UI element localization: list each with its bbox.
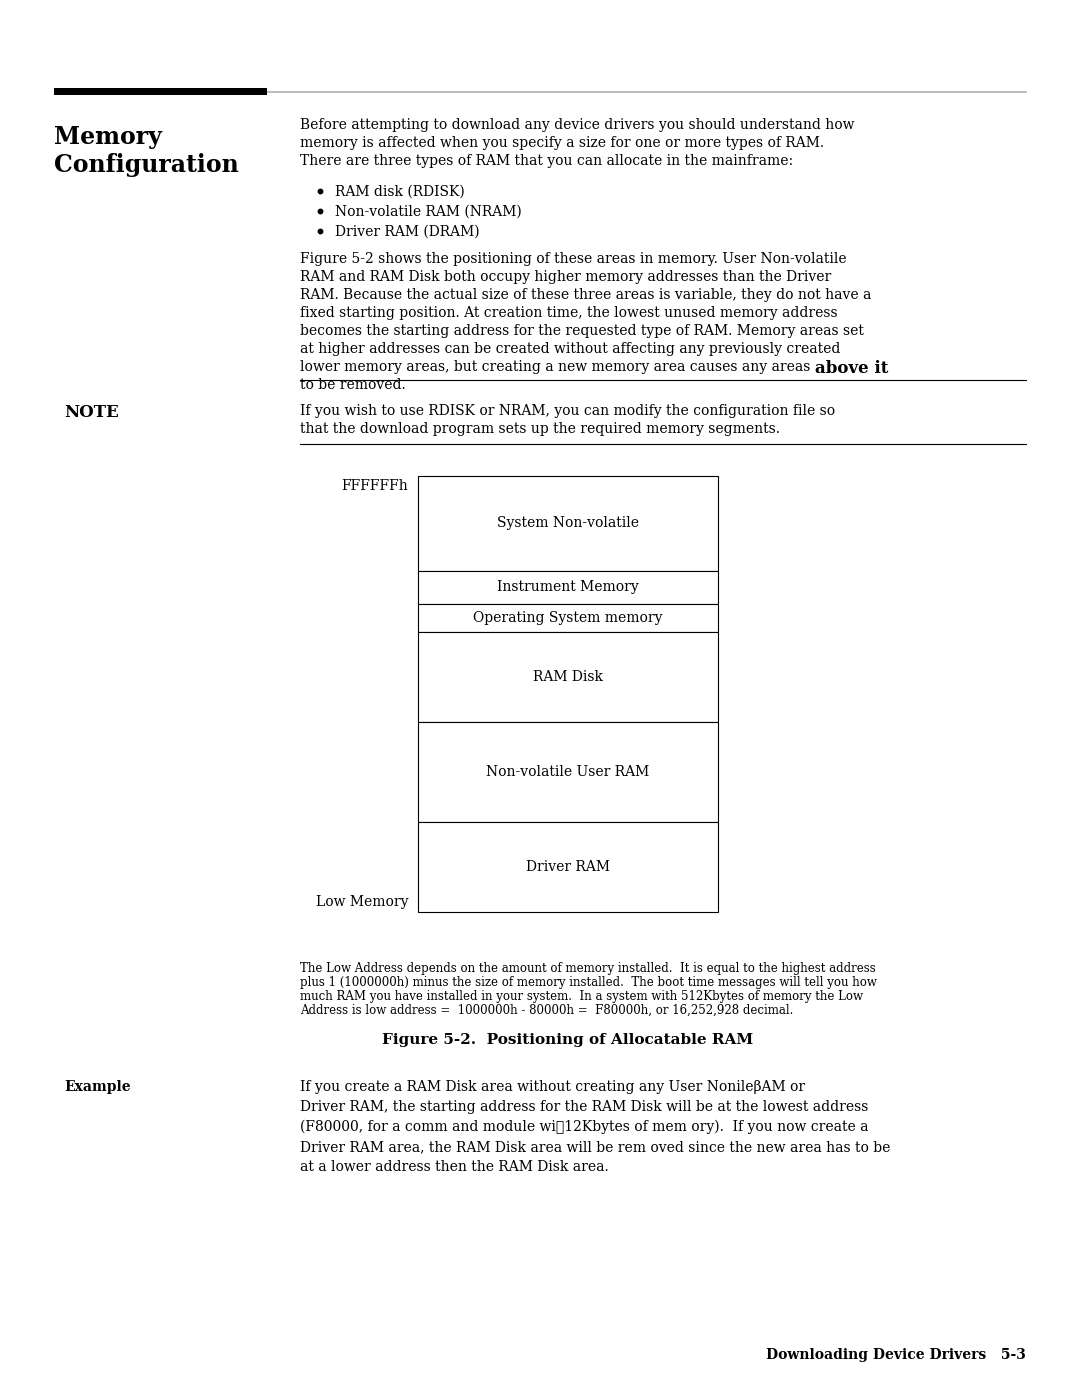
Text: becomes the starting address for the requested type of RAM. Memory areas set: becomes the starting address for the req… xyxy=(300,324,864,338)
Text: Operating System memory: Operating System memory xyxy=(473,610,663,624)
Bar xyxy=(418,604,718,631)
Text: Instrument Memory: Instrument Memory xyxy=(497,581,639,595)
Text: memory is affected when you specify a size for one or more types of RAM.: memory is affected when you specify a si… xyxy=(300,136,824,149)
Text: RAM Disk: RAM Disk xyxy=(534,671,603,685)
Text: Before attempting to download any device drivers you should understand how: Before attempting to download any device… xyxy=(300,117,854,131)
Text: FFFFFFh: FFFFFFh xyxy=(341,479,408,493)
Text: Driver RAM: Driver RAM xyxy=(526,861,610,875)
Text: Low Memory: Low Memory xyxy=(315,895,408,909)
Text: to be removed.: to be removed. xyxy=(300,379,406,393)
Text: Figure 5-2.  Positioning of Allocatable RAM: Figure 5-2. Positioning of Allocatable R… xyxy=(382,1032,754,1046)
Text: Configuration: Configuration xyxy=(54,154,239,177)
Text: RAM disk (RDISK): RAM disk (RDISK) xyxy=(335,184,464,198)
Text: Figure 5-2 shows the positioning of these areas in memory. User Non-volatile: Figure 5-2 shows the positioning of thes… xyxy=(300,251,847,265)
Bar xyxy=(418,631,718,722)
Text: If you wish to use RDISK or NRAM, you can modify the configuration file so: If you wish to use RDISK or NRAM, you ca… xyxy=(300,404,835,418)
Text: lower memory areas, but creating a new memory area causes any areas: lower memory areas, but creating a new m… xyxy=(300,360,814,374)
Text: Driver RAM (DRAM): Driver RAM (DRAM) xyxy=(335,225,480,239)
Text: If you create a RAM Disk area without creating any User NonileβAM or: If you create a RAM Disk area without cr… xyxy=(300,1080,805,1094)
Bar xyxy=(418,476,718,571)
Text: RAM. Because the actual size of these three areas is variable, they do not have : RAM. Because the actual size of these th… xyxy=(300,288,872,302)
Text: System Non-volatile: System Non-volatile xyxy=(497,517,639,531)
Text: Address is low address =  1000000h - 80000h =  F80000h, or 16,252,928 decimal.: Address is low address = 1000000h - 8000… xyxy=(300,1004,794,1017)
Text: much RAM you have installed in your system.  In a system with 512Kbytes of memor: much RAM you have installed in your syst… xyxy=(300,990,863,1003)
Bar xyxy=(418,821,718,912)
Text: NOTE: NOTE xyxy=(64,404,119,420)
Text: There are three types of RAM that you can allocate in the mainframe:: There are three types of RAM that you ca… xyxy=(300,154,793,168)
Text: fixed starting position. At creation time, the lowest unused memory address: fixed starting position. At creation tim… xyxy=(300,306,838,320)
Text: plus 1 (1000000h) minus the size of memory installed.  The boot time messages wi: plus 1 (1000000h) minus the size of memo… xyxy=(300,977,877,989)
Bar xyxy=(54,88,267,95)
Bar xyxy=(418,722,718,821)
Text: at a lower address then the RAM Disk area.: at a lower address then the RAM Disk are… xyxy=(300,1160,609,1173)
Text: Driver RAM area, the RAM Disk area will be rem oved since the new area has to be: Driver RAM area, the RAM Disk area will … xyxy=(300,1140,890,1154)
Text: RAM and RAM Disk both occupy higher memory addresses than the Driver: RAM and RAM Disk both occupy higher memo… xyxy=(300,270,832,284)
Text: Example: Example xyxy=(64,1080,131,1094)
Text: Non-volatile RAM (NRAM): Non-volatile RAM (NRAM) xyxy=(335,205,522,219)
Text: Driver RAM, the starting address for the RAM Disk will be at the lowest address: Driver RAM, the starting address for the… xyxy=(300,1099,868,1113)
Text: Non-volatile User RAM: Non-volatile User RAM xyxy=(486,766,650,780)
Text: (F80000, for a comm and module wiԗ12Kbytes of mem ory).  If you now create a: (F80000, for a comm and module wiԗ12Kbyt… xyxy=(300,1120,868,1134)
Text: The Low Address depends on the amount of memory installed.  It is equal to the h: The Low Address depends on the amount of… xyxy=(300,963,876,975)
Text: Memory: Memory xyxy=(54,124,162,149)
Text: at higher addresses can be created without affecting any previously created: at higher addresses can be created witho… xyxy=(300,342,840,356)
Bar xyxy=(418,571,718,604)
Text: Downloading Device Drivers   5-3: Downloading Device Drivers 5-3 xyxy=(766,1348,1026,1362)
Text: that the download program sets up the required memory segments.: that the download program sets up the re… xyxy=(300,422,780,436)
Text: above it: above it xyxy=(814,360,888,377)
